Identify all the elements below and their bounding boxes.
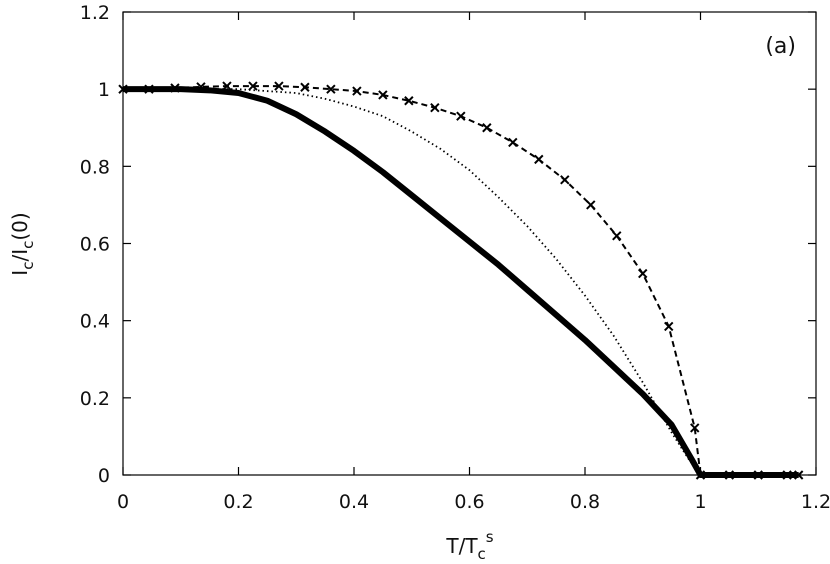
x-tick-label-3: 0.6 bbox=[454, 491, 484, 513]
series-2-point-1 bbox=[144, 84, 154, 94]
series-2-point-6 bbox=[274, 81, 284, 91]
y-tick-label-4: 0.8 bbox=[80, 156, 110, 178]
x-axis-label-sub: c bbox=[478, 545, 486, 563]
series-2-point-0 bbox=[118, 84, 128, 94]
y-tick-label-2: 0.4 bbox=[80, 311, 110, 333]
series-2-point-17 bbox=[560, 175, 570, 185]
series-line-1 bbox=[123, 88, 702, 476]
y-axis-label-mid: /I bbox=[8, 249, 32, 262]
x-tick-label-5: 1 bbox=[694, 491, 706, 513]
series-2-point-5 bbox=[248, 81, 258, 91]
series-2-point-26 bbox=[782, 470, 792, 480]
x-tick-label-2: 0.4 bbox=[339, 491, 369, 513]
y-tick-label-0: 0 bbox=[98, 465, 110, 487]
series-2-point-10 bbox=[378, 90, 388, 100]
x-tick-label-1: 0.2 bbox=[223, 491, 253, 513]
ticks: 0 0.2 0.4 0.6 0.8 1 1.2 0 0.2 0.4 0.6 0.8 1 1.2 bbox=[80, 2, 830, 513]
x-tick-label-4: 0.8 bbox=[570, 491, 600, 513]
series-2-point-14 bbox=[482, 123, 492, 133]
series-2-point-25 bbox=[753, 470, 763, 480]
series-2-point-18 bbox=[586, 200, 596, 210]
x-tick-label-0: 0 bbox=[117, 491, 129, 513]
y-tick-label-6: 1.2 bbox=[80, 2, 110, 24]
y-axis-label: Ic/Ic(0) bbox=[8, 212, 37, 275]
y-axis-label-sub2: c bbox=[19, 241, 37, 249]
series-2-point-2 bbox=[170, 83, 180, 93]
series-2-point-15 bbox=[508, 137, 518, 148]
series-2-point-3 bbox=[196, 82, 206, 92]
series-line-2 bbox=[123, 85, 799, 476]
series-2-point-19 bbox=[612, 231, 622, 241]
series-2-point-16 bbox=[534, 154, 544, 165]
series-2-point-13 bbox=[456, 111, 466, 121]
y-tick-label-3: 0.6 bbox=[80, 234, 110, 256]
y-tick-label-1: 0.2 bbox=[80, 388, 110, 410]
series-2-point-12 bbox=[430, 102, 440, 113]
series-2-point-27 bbox=[793, 470, 804, 480]
series-2-point-21 bbox=[664, 321, 674, 332]
series-2-point-7 bbox=[300, 82, 310, 92]
series-2-point-4 bbox=[222, 81, 232, 91]
x-axis-label-main: T/T bbox=[445, 534, 478, 558]
series-layer bbox=[118, 81, 804, 480]
panel-label: (a) bbox=[765, 34, 796, 59]
y-tick-label-5: 1 bbox=[98, 79, 110, 101]
series-2-point-22 bbox=[690, 423, 700, 433]
y-axis-label-tail: (0) bbox=[8, 212, 32, 240]
y-axis-label-sub1: c bbox=[19, 262, 37, 270]
series-line-0 bbox=[123, 86, 799, 478]
series-2-point-20 bbox=[638, 268, 648, 279]
x-tick-label-6: 1.2 bbox=[801, 491, 830, 513]
series-2-point-11 bbox=[404, 96, 414, 106]
series-2-point-9 bbox=[352, 86, 362, 96]
x-axis-label-sup: s bbox=[486, 528, 494, 546]
x-axis-label: T/Tcs bbox=[445, 528, 493, 563]
series-2-point-24 bbox=[724, 470, 735, 480]
y-axis-label-main: I bbox=[8, 270, 32, 276]
series-2-point-8 bbox=[326, 84, 336, 94]
series-2-point-23 bbox=[695, 470, 706, 480]
